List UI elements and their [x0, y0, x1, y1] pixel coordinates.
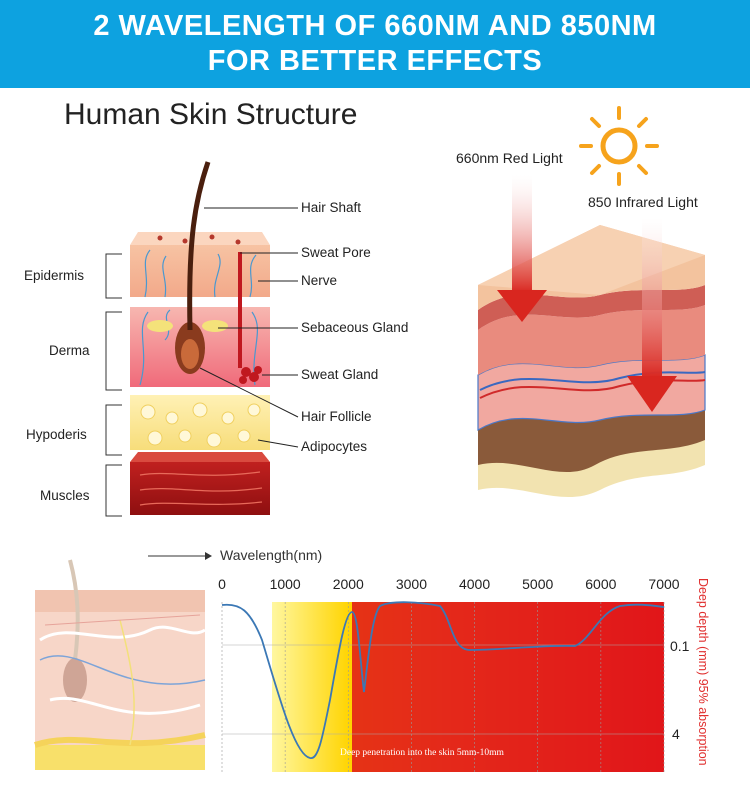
- callout-nerve: Nerve: [301, 273, 338, 288]
- penetration-annotation: Deep penetration into the skin 5mm-10mm: [340, 748, 504, 758]
- epidermis-block: [130, 232, 270, 298]
- x-tick-5: 5000: [522, 576, 554, 592]
- callout-sweat-pore: Sweat Pore: [301, 245, 371, 260]
- callout-lines: [199, 207, 299, 448]
- x-tick-7: 7000: [648, 576, 680, 592]
- y-axis-title: Deep depth (mm) 95% absorption: [696, 578, 710, 766]
- hypoderis-block: [130, 395, 270, 450]
- muscles-block: [130, 452, 270, 515]
- callout-hair-follicle: Hair Follicle: [301, 409, 372, 424]
- layer-label-derma: Derma: [49, 343, 90, 358]
- banner-line-1: 2 WAVELENGTH OF 660NM AND 850NM: [93, 10, 657, 42]
- hair-shaft: [187, 161, 211, 331]
- layer-label-hypoderis: Hypoderis: [26, 427, 87, 442]
- infrared-light-label: 850 Infrared Light: [588, 194, 698, 210]
- layer-label-epidermis: Epidermis: [24, 268, 85, 283]
- x-tick-2: 2000: [332, 576, 364, 592]
- x-tick-4: 4000: [458, 576, 491, 592]
- x-tick-6: 6000: [585, 576, 617, 592]
- callout-sweat-gland: Sweat Gland: [301, 367, 379, 382]
- x-tick-0: 0: [218, 576, 226, 592]
- y-tick-0: 0.1: [670, 638, 690, 654]
- red-light-label: 660nm Red Light: [456, 150, 563, 166]
- banner-line-2: FOR BETTER EFFECTS: [207, 45, 543, 77]
- infrared-light-arrow: [627, 218, 677, 412]
- layer-label-muscles: Muscles: [40, 488, 90, 503]
- header-banner: 2 WAVELENGTH OF 660NM AND 850NM FOR BETT…: [0, 0, 750, 88]
- y-tick-1: 4: [672, 726, 680, 742]
- chart-gridlines: [221, 602, 665, 772]
- wavelength-arrow: [148, 552, 212, 560]
- red-light-arrow: [497, 175, 547, 322]
- skin-closeup-illustration: [34, 559, 206, 770]
- skin-structure-title: Human Skin Structure: [64, 98, 358, 131]
- layer-brackets: [105, 253, 122, 517]
- absorption-chart: [221, 601, 665, 772]
- absorption-curve: [221, 601, 665, 759]
- x-tick-1: 1000: [269, 576, 301, 592]
- red-zone: [352, 602, 664, 772]
- sun-icon: [579, 106, 659, 186]
- callout-adipocytes: Adipocytes: [301, 439, 368, 454]
- x-tick-3: 3000: [395, 576, 427, 592]
- x-axis-title: Wavelength(nm): [220, 547, 323, 563]
- callout-sebaceous-gland: Sebaceous Gland: [301, 320, 409, 335]
- derma-block: [130, 307, 270, 387]
- callout-hair-shaft: Hair Shaft: [301, 200, 362, 215]
